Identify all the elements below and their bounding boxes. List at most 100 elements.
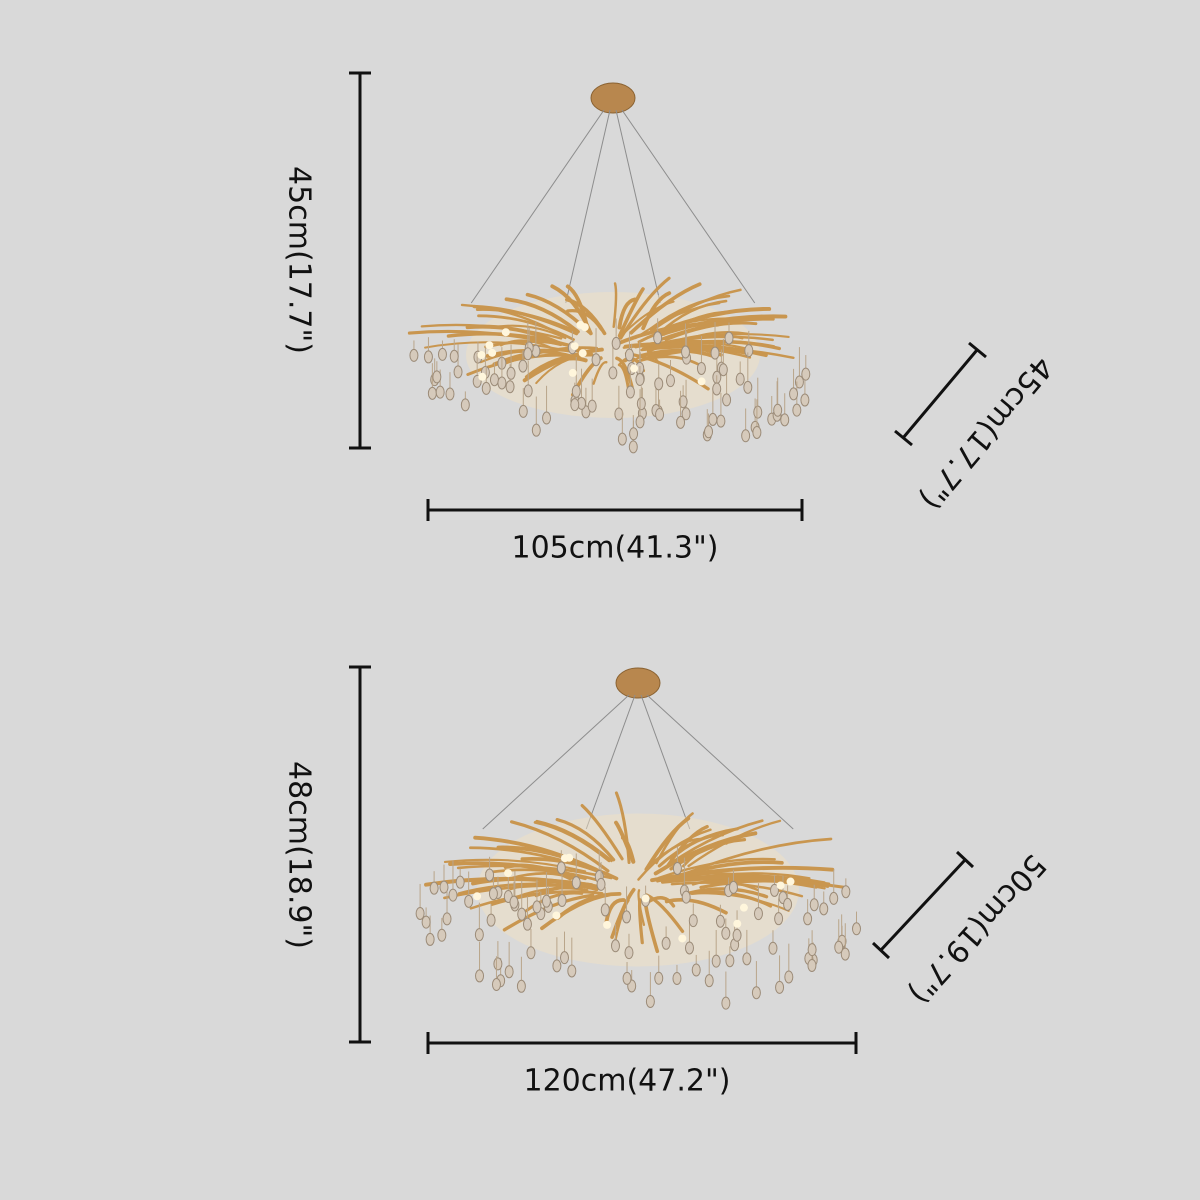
crystal-drop <box>509 895 519 909</box>
crystal-drop <box>732 928 742 942</box>
crystal-drop <box>571 384 581 398</box>
crystal-drop <box>654 377 664 391</box>
crystal-drop <box>775 980 785 994</box>
crystal-drop <box>807 943 817 957</box>
branch <box>485 868 599 882</box>
crystal-drop <box>421 915 431 929</box>
crystal-drop <box>488 887 498 901</box>
crystal-drop <box>769 883 779 897</box>
branch <box>477 314 575 341</box>
crystal-drop <box>460 398 470 412</box>
branch <box>637 898 644 945</box>
bulb <box>697 377 706 386</box>
branch <box>496 845 599 872</box>
branch <box>522 347 604 383</box>
crystal-drop <box>645 994 655 1008</box>
bulb <box>565 853 574 862</box>
crystal-drop <box>794 375 804 389</box>
branch <box>629 282 702 335</box>
branch <box>556 891 622 920</box>
branch <box>631 354 659 363</box>
crystal-drop <box>678 395 688 409</box>
bulb <box>504 869 513 878</box>
crystal-drop <box>622 910 632 924</box>
crystal-drop <box>516 979 526 993</box>
dimension-height: 45cm(17.7") <box>282 71 371 450</box>
crystal-drop <box>491 978 501 992</box>
crystal-drop <box>437 347 447 361</box>
suspension-wire <box>470 109 605 304</box>
bulb <box>786 877 795 886</box>
branch <box>465 324 563 346</box>
crystal-drop <box>724 331 734 345</box>
height-label: 48cm(18.9") <box>282 761 317 949</box>
dimension-cap <box>894 429 913 447</box>
crystal-drop <box>665 374 675 388</box>
crystal-drop <box>600 903 610 917</box>
crystal-drop <box>614 407 624 421</box>
branch <box>565 297 607 336</box>
crystal-drop <box>681 345 691 359</box>
crystal-drop <box>743 380 753 394</box>
crystal-drop <box>532 900 542 914</box>
crystal-drop <box>691 963 701 977</box>
bulb <box>485 341 494 350</box>
branch <box>667 860 784 881</box>
crystal-drop <box>415 906 425 920</box>
crystal-drop <box>567 964 577 978</box>
dimension-height: 48cm(18.9") <box>282 665 371 1044</box>
branch <box>637 355 701 366</box>
crystal-drop <box>654 971 664 985</box>
crystal-drop <box>442 912 452 926</box>
bulb <box>473 892 482 901</box>
crystal-drop <box>596 877 606 891</box>
crystal-drop <box>721 926 731 940</box>
suspension-wire <box>621 109 756 304</box>
bulb <box>568 368 577 377</box>
bulb <box>488 348 497 357</box>
width-label: 105cm(41.3") <box>512 531 719 566</box>
branch <box>652 333 790 346</box>
crystal-drop <box>635 415 645 429</box>
dimension-cap <box>871 941 891 960</box>
crystal-drop <box>792 403 802 417</box>
crystal-drop <box>742 952 752 966</box>
branch <box>610 887 636 939</box>
crystal-drop <box>704 974 714 988</box>
branch <box>604 898 626 925</box>
crystal-drop <box>801 367 811 381</box>
crystal-drop <box>611 336 621 350</box>
branch <box>479 348 572 364</box>
branch <box>657 857 776 879</box>
suspension-wire <box>565 109 611 304</box>
crystal-drop <box>531 423 541 437</box>
crystal-drop <box>587 399 597 413</box>
crystal-drop <box>517 907 527 921</box>
branch <box>641 291 672 331</box>
crystal-drop <box>784 970 794 984</box>
crystal-drop <box>591 353 601 367</box>
crystal-drop <box>829 891 839 905</box>
branch <box>504 297 580 334</box>
dimension-width: 120cm(47.2") <box>426 1032 858 1099</box>
branch <box>555 817 616 862</box>
crystal-drop <box>819 902 829 916</box>
branch <box>653 314 788 339</box>
crystal-drop <box>661 936 671 950</box>
branch <box>612 282 618 328</box>
crystal-drop <box>571 876 581 890</box>
dimension-line <box>879 858 967 952</box>
branch <box>535 819 613 863</box>
dimension-width: 105cm(41.3") <box>426 499 804 566</box>
branch <box>655 819 764 875</box>
branch <box>687 819 782 868</box>
branch <box>592 361 608 385</box>
crystal-drop <box>506 366 516 380</box>
crystal-drop <box>449 349 459 363</box>
crystal-drop <box>704 425 714 439</box>
crystal-drop <box>557 894 567 908</box>
crystal-drop <box>526 946 536 960</box>
crystal-drop <box>559 951 569 965</box>
branch <box>533 821 611 863</box>
crystal-drop <box>448 888 458 902</box>
